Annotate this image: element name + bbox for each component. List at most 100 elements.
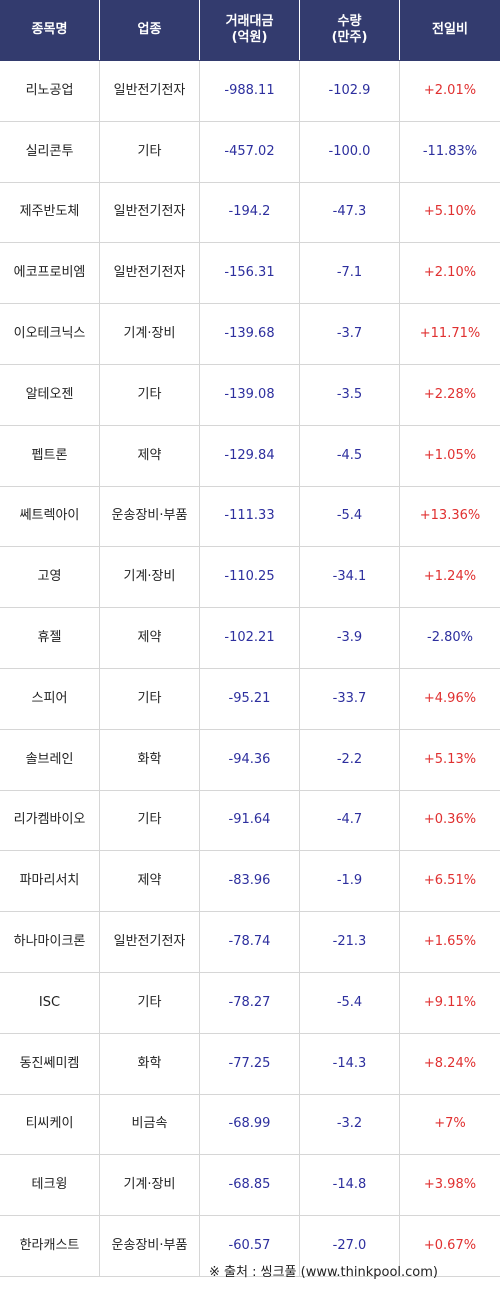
header-volume: 수량 (만주) — [300, 0, 400, 60]
stock-name: 이오테크닉스 — [0, 304, 100, 364]
table-row: 테크윙 기계·장비 -68.85 -14.8 +3.98% — [0, 1155, 500, 1217]
header-change: 전일비 — [432, 22, 468, 37]
stock-name: 리가켐바이오 — [0, 790, 100, 851]
stock-sector: 기타 — [100, 364, 200, 425]
header-amount: 거래대금 (억원) — [200, 0, 300, 60]
header-name: 종목명 — [0, 0, 100, 60]
stock-sector: 화학 — [100, 1033, 200, 1094]
trade-volume: -3.5 — [300, 364, 400, 425]
stock-sector: 제약 — [100, 851, 200, 912]
stock-name: 솔브레인 — [0, 729, 100, 790]
trade-volume: -4.7 — [300, 790, 400, 851]
stock-name: 스피어 — [0, 668, 100, 729]
trade-amount: -78.27 — [200, 972, 300, 1033]
trade-volume: -2.2 — [300, 729, 400, 790]
stock-name: 알테오젠 — [0, 364, 100, 425]
table-row: 스피어 기타 -95.21 -33.7 +4.96% — [0, 668, 500, 730]
stock-name: 쎄트렉아이 — [0, 486, 100, 547]
trade-amount: -68.99 — [200, 1094, 300, 1155]
stock-sector: 기타 — [100, 121, 200, 182]
trade-amount: -83.96 — [200, 851, 300, 912]
table-row: 한라캐스트 운송장비·부품 -60.57 -27.0 +0.67% — [0, 1216, 500, 1277]
table-row: 고영 기계·장비 -110.25 -34.1 +1.24% — [0, 547, 500, 609]
stock-sector: 기계·장비 — [100, 1155, 200, 1216]
price-change: -11.83% — [422, 143, 478, 159]
stock-sector: 일반전기전자 — [100, 182, 200, 243]
price-change: +5.10% — [423, 204, 477, 220]
table-row: 제주반도체 일반전기전자 -194.2 -47.3 +5.10% — [0, 182, 500, 244]
price-change: +6.51% — [423, 873, 477, 889]
stock-sector: 일반전기전자 — [100, 912, 200, 972]
trade-volume: -7.1 — [300, 243, 400, 304]
trade-volume: -27.0 — [300, 1216, 400, 1276]
stock-name: 제주반도체 — [0, 182, 100, 243]
trade-volume: -14.8 — [300, 1155, 400, 1216]
stock-sector: 비금속 — [100, 1094, 200, 1155]
stock-name: 동진쎄미켐 — [0, 1033, 100, 1094]
stock-name: 하나마이크론 — [0, 912, 100, 972]
trade-volume: -102.9 — [300, 61, 400, 121]
trade-volume: -34.1 — [300, 547, 400, 608]
trade-volume: -14.3 — [300, 1033, 400, 1094]
trade-amount: -139.08 — [200, 364, 300, 425]
table-header: 종목명 업종 거래대금 (억원) 수량 (만주) 전일비 — [0, 0, 500, 61]
price-change: +2.10% — [423, 265, 477, 281]
stock-sector: 제약 — [100, 608, 200, 668]
trade-volume: -47.3 — [300, 182, 400, 243]
table-row: ISC 기타 -78.27 -5.4 +9.11% — [0, 972, 500, 1034]
table-row: 에코프로비엠 일반전기전자 -156.31 -7.1 +2.10% — [0, 243, 500, 305]
price-change: +3.98% — [423, 1177, 477, 1193]
stock-name: 고영 — [0, 547, 100, 608]
stock-sector: 운송장비·부품 — [100, 1216, 200, 1276]
stock-name: 테크윙 — [0, 1155, 100, 1216]
trade-volume: -3.2 — [300, 1094, 400, 1155]
stock-name: 리노공업 — [0, 61, 100, 121]
stock-sector: 기타 — [100, 668, 200, 729]
stock-sector: 운송장비·부품 — [100, 486, 200, 547]
price-change: -2.80% — [427, 630, 473, 646]
price-change: +0.67% — [423, 1238, 477, 1254]
stock-name: 한라캐스트 — [0, 1216, 100, 1276]
stock-name: 에코프로비엠 — [0, 243, 100, 304]
table-row: 리노공업 일반전기전자 -988.11 -102.9 +2.01% — [0, 61, 500, 122]
trade-volume: -5.4 — [300, 486, 400, 547]
trade-amount: -77.25 — [200, 1033, 300, 1094]
price-change: +8.24% — [423, 1055, 477, 1071]
trade-volume: -100.0 — [300, 121, 400, 182]
table-row: 솔브레인 화학 -94.36 -2.2 +5.13% — [0, 729, 500, 791]
stock-name: 펩트론 — [0, 425, 100, 486]
table-row: 알테오젠 기타 -139.08 -3.5 +2.28% — [0, 364, 500, 426]
trade-amount: -78.74 — [200, 912, 300, 972]
trade-volume: -3.9 — [300, 608, 400, 668]
table-row: 파마리서치 제약 -83.96 -1.9 +6.51% — [0, 851, 500, 913]
trade-amount: -94.36 — [200, 729, 300, 790]
trade-volume: -33.7 — [300, 668, 400, 729]
source-footer: ※ 출처 : 씽크풀 (www.thinkpool.com) — [0, 1258, 500, 1282]
stock-table: 종목명 업종 거래대금 (억원) 수량 (만주) 전일비 리노공업 일반전기전자 -… — [0, 0, 500, 1277]
stock-sector: 기타 — [100, 790, 200, 851]
trade-volume: -21.3 — [300, 912, 400, 972]
table-row: 리가켐바이오 기타 -91.64 -4.7 +0.36% — [0, 790, 500, 852]
trade-amount: -194.2 — [200, 182, 300, 243]
trade-volume: -1.9 — [300, 851, 400, 912]
stock-sector: 일반전기전자 — [100, 61, 200, 121]
price-change: +13.36% — [419, 508, 481, 524]
trade-amount: -110.25 — [200, 547, 300, 608]
price-change: +1.05% — [423, 447, 477, 463]
table-row: 티씨케이 비금속 -68.99 -3.2 +7% — [0, 1094, 500, 1156]
source-text: ※ 출처 : 씽크풀 (www.thinkpool.com) — [209, 1265, 438, 1280]
table-row: 쎄트렉아이 운송장비·부품 -111.33 -5.4 +13.36% — [0, 486, 500, 548]
table-row: 이오테크닉스 기계·장비 -139.68 -3.7 +11.71% — [0, 304, 500, 365]
stock-name: 파마리서치 — [0, 851, 100, 912]
price-change: +5.13% — [423, 751, 477, 767]
trade-amount: -988.11 — [200, 61, 300, 121]
stock-name: 실리콘투 — [0, 121, 100, 182]
stock-sector: 기타 — [100, 972, 200, 1033]
stock-sector: 제약 — [100, 425, 200, 486]
price-change: +1.65% — [423, 934, 477, 950]
price-change: +0.36% — [423, 812, 477, 828]
trade-amount: -457.02 — [200, 121, 300, 182]
trade-amount: -95.21 — [200, 668, 300, 729]
price-change: +9.11% — [423, 994, 477, 1010]
trade-amount: -60.57 — [200, 1216, 300, 1276]
